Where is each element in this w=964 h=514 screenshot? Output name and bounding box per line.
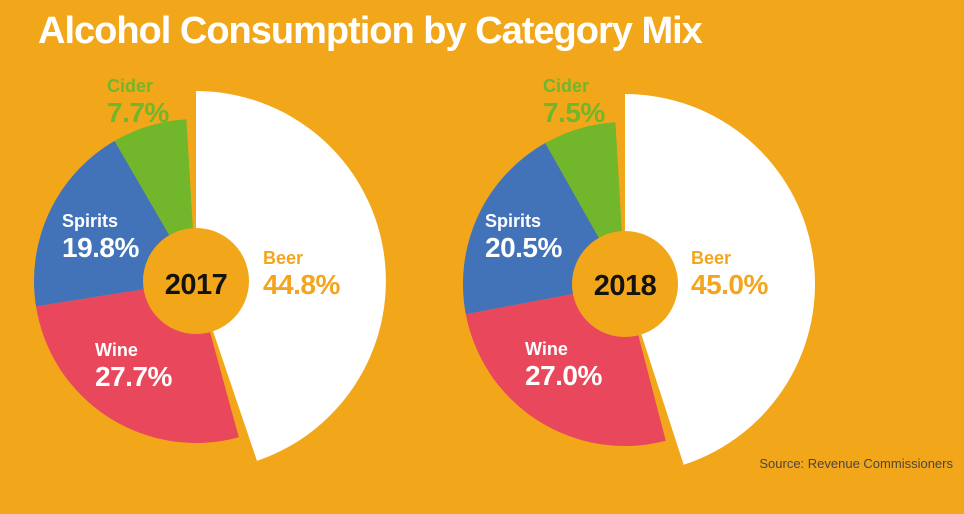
donut-hole-2018 xyxy=(572,231,678,337)
pie-slice-2018-beer xyxy=(625,94,815,465)
label-2018-beer: Beer 45.0% xyxy=(691,248,768,300)
label-2017-beer: Beer 44.8% xyxy=(263,248,340,300)
page-title: Alcohol Consumption by Category Mix xyxy=(38,10,703,52)
slice-value: 27.7% xyxy=(95,361,172,392)
pie-slice-2017-beer xyxy=(196,91,386,461)
slice-value: 20.5% xyxy=(485,232,562,263)
slice-value: 7.5% xyxy=(543,97,605,128)
source-attribution: Source: Revenue Commissioners xyxy=(759,456,953,471)
slice-value: 7.7% xyxy=(107,97,169,128)
slice-name: Cider xyxy=(107,76,154,96)
label-2018-wine: Wine 27.0% xyxy=(525,339,602,391)
year-label-2018: 2018 xyxy=(593,270,657,302)
slice-name: Wine xyxy=(95,340,138,360)
donut-hole-2017 xyxy=(143,228,249,334)
slice-name: Spirits xyxy=(485,211,542,231)
label-2018-cider: Cider 7.5% xyxy=(543,76,605,128)
slice-value: 19.8% xyxy=(62,232,139,263)
slice-name: Wine xyxy=(525,339,568,359)
slice-name: Beer xyxy=(263,248,304,268)
label-2017-wine: Wine 27.7% xyxy=(95,340,172,392)
label-2017-spirits: Spirits 19.8% xyxy=(62,211,139,263)
slice-name: Beer xyxy=(691,248,732,268)
slice-name: Spirits xyxy=(62,211,119,231)
slice-name: Cider xyxy=(543,76,590,96)
year-label-2017: 2017 xyxy=(164,269,228,301)
slice-value: 27.0% xyxy=(525,360,602,391)
slice-value: 44.8% xyxy=(263,269,340,300)
label-2017-cider: Cider 7.7% xyxy=(107,76,169,128)
slice-value: 45.0% xyxy=(691,269,768,300)
label-2018-spirits: Spirits 20.5% xyxy=(485,211,562,263)
